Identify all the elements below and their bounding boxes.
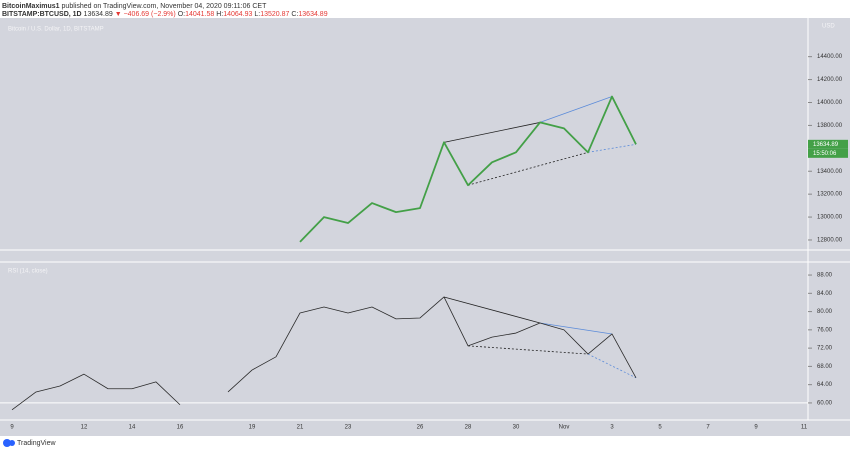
- trend-line: [539, 322, 613, 335]
- y-tick-label: 13800.00: [817, 123, 843, 129]
- l-label: L:: [254, 11, 260, 18]
- y-tick-label: 14400.00: [817, 54, 843, 60]
- logo: TradingView: [3, 439, 56, 447]
- y-tick-label: 88.00: [817, 273, 833, 279]
- y-tick-label: 14000.00: [817, 100, 843, 106]
- y-tick-label: 12800.00: [817, 238, 843, 244]
- trend-line: [467, 345, 589, 355]
- published: published on TradingView.com, November 0…: [62, 3, 268, 10]
- axis-unit: USD: [822, 24, 835, 30]
- x-tick-label: 23: [345, 425, 352, 431]
- y-tick-label: 60.00: [817, 401, 833, 407]
- trend-line: [443, 122, 541, 143]
- trend-line: [587, 353, 637, 379]
- chart-area: [0, 18, 850, 436]
- x-tick-label: 26: [417, 425, 424, 431]
- trend-line: [443, 296, 541, 324]
- change: ▼ −406.69 (−2.9%): [115, 11, 176, 18]
- x-tick-label: 5: [658, 425, 662, 431]
- y-tick-label: 72.00: [817, 346, 833, 352]
- x-tick-label: 11: [801, 425, 808, 431]
- o-value: 14041.58: [185, 11, 214, 18]
- x-tick-label: 30: [513, 425, 520, 431]
- logo-icon: [3, 439, 11, 447]
- trend-line: [539, 96, 613, 123]
- y-tick-label: 80.00: [817, 309, 833, 315]
- y-tick-label: 84.00: [817, 291, 833, 297]
- countdown-box: [808, 148, 848, 158]
- countdown: 15:50:06: [813, 151, 837, 157]
- x-tick-label: 9: [10, 425, 14, 431]
- x-tick-label: 12: [81, 425, 88, 431]
- rsi-pane-title: RSI (14, close): [8, 269, 48, 275]
- x-tick-label: 14: [129, 425, 136, 431]
- x-tick-label: 16: [177, 425, 184, 431]
- y-tick-label: 14200.00: [817, 77, 843, 83]
- l-value: 13520.87: [260, 11, 289, 18]
- series-line: [11, 296, 637, 411]
- series-line: [299, 95, 637, 243]
- last-price-box: [808, 139, 848, 149]
- brand: TradingView: [17, 440, 56, 447]
- x-tick-label: 3: [610, 425, 614, 431]
- x-tick-label: 7: [706, 425, 710, 431]
- h-label: H:: [216, 11, 223, 18]
- x-tick-label: 21: [297, 425, 304, 431]
- last-price-label: 13634.89: [813, 142, 839, 148]
- x-tick-label: 28: [465, 425, 472, 431]
- y-tick-label: 68.00: [817, 364, 833, 370]
- c-label: C:: [291, 11, 298, 18]
- symbol-line: BITSTAMP:BTCUSD, 1D 13634.89 ▼ −406.69 (…: [2, 11, 328, 18]
- y-tick-label: 76.00: [817, 327, 833, 333]
- price: 13634.89: [84, 11, 113, 18]
- trend-line: [467, 151, 589, 186]
- x-tick-label: 19: [249, 425, 256, 431]
- x-tick-label: Nov: [559, 425, 570, 431]
- trend-line: [587, 143, 637, 153]
- y-tick-label: 13400.00: [817, 169, 843, 175]
- price-pane-title: Bitcoin / U.S. Dollar, 1D, BITSTAMP: [8, 27, 104, 33]
- c-value: 13634.89: [298, 11, 327, 18]
- header-line: BitcoinMaximus1 published on TradingView…: [2, 3, 267, 10]
- symbol: BITSTAMP:BTCUSD, 1D: [2, 11, 82, 18]
- logo-icon: [9, 440, 15, 446]
- x-tick-label: 9: [754, 425, 758, 431]
- y-tick-label: 64.00: [817, 382, 833, 388]
- o-label: O:: [178, 11, 185, 18]
- y-tick-label: 13000.00: [817, 215, 843, 221]
- author: BitcoinMaximus1: [2, 3, 60, 10]
- h-value: 14064.93: [223, 11, 252, 18]
- y-tick-label: 13200.00: [817, 192, 843, 198]
